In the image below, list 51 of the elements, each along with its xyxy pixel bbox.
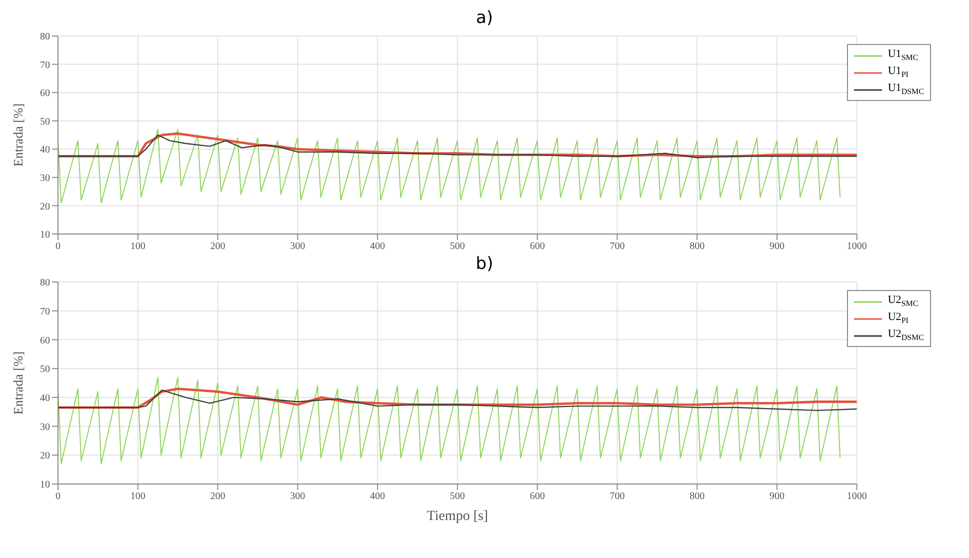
y-axis-title: Entrada [%] [10, 351, 26, 415]
y-tick-label: 10 [40, 230, 50, 241]
x-tick-label: 100 [130, 491, 146, 502]
legend-label: U2$_{SMC}$ [888, 294, 918, 309]
legend-label: U1$_{SMC}$ [888, 48, 918, 63]
y-tick-label: 40 [40, 392, 50, 404]
x-axis-title: Tiempo [s] [426, 509, 488, 524]
x-tick-label: 100 [130, 241, 146, 252]
x-tick-label: 900 [769, 241, 784, 252]
y-tick-label: 10 [40, 480, 50, 491]
y-tick-label: 60 [40, 335, 50, 346]
x-tick-label: 500 [450, 491, 465, 502]
x-tick-label: 1000 [846, 241, 867, 252]
y-tick-label: 30 [40, 422, 50, 433]
y-tick-label: 70 [40, 306, 50, 318]
y-tick-label: 50 [40, 364, 50, 376]
x-tick-label: 800 [690, 491, 705, 502]
x-tick-label: 700 [610, 241, 625, 252]
x-tick-label: 800 [690, 241, 705, 252]
y-tick-label: 80 [40, 32, 50, 43]
y-tick-label: 70 [40, 60, 50, 71]
y-tick-label: 40 [40, 144, 50, 156]
x-tick-label: 700 [610, 491, 625, 502]
y-tick-label: 50 [40, 116, 50, 128]
legend-label: U2$_{PI}$ [888, 311, 908, 326]
legend-label: U1$_{PI}$ [888, 65, 908, 80]
x-tick-label: 500 [450, 241, 465, 252]
chart-title: b) [474, 254, 494, 276]
x-tick-label: 600 [530, 241, 545, 252]
x-tick-label: 0 [56, 491, 60, 502]
x-tick-label: 300 [290, 491, 306, 502]
y-tick-label: 30 [40, 172, 50, 184]
x-tick-label: 0 [56, 241, 60, 252]
chart-title: a) [474, 8, 494, 30]
line-series [58, 128, 841, 204]
y-tick-label: 80 [40, 278, 50, 289]
line-series [58, 376, 841, 464]
y-axis-title: Entrada [%] [10, 103, 26, 167]
y-tick-label: 20 [40, 201, 50, 212]
x-tick-label: 900 [769, 491, 784, 502]
legend-label: U1$_{DSMC}$ [888, 82, 924, 97]
legend-label: U2$_{DSMC}$ [888, 328, 924, 343]
x-tick-label: 400 [370, 241, 386, 252]
x-tick-label: 200 [210, 241, 226, 252]
x-tick-label: 1000 [846, 491, 867, 502]
y-tick-label: 20 [40, 450, 50, 462]
x-tick-label: 400 [370, 491, 386, 502]
y-tick-label: 60 [40, 88, 50, 100]
x-tick-label: 300 [290, 241, 306, 252]
x-tick-label: 200 [210, 491, 226, 502]
x-tick-label: 600 [530, 491, 545, 502]
